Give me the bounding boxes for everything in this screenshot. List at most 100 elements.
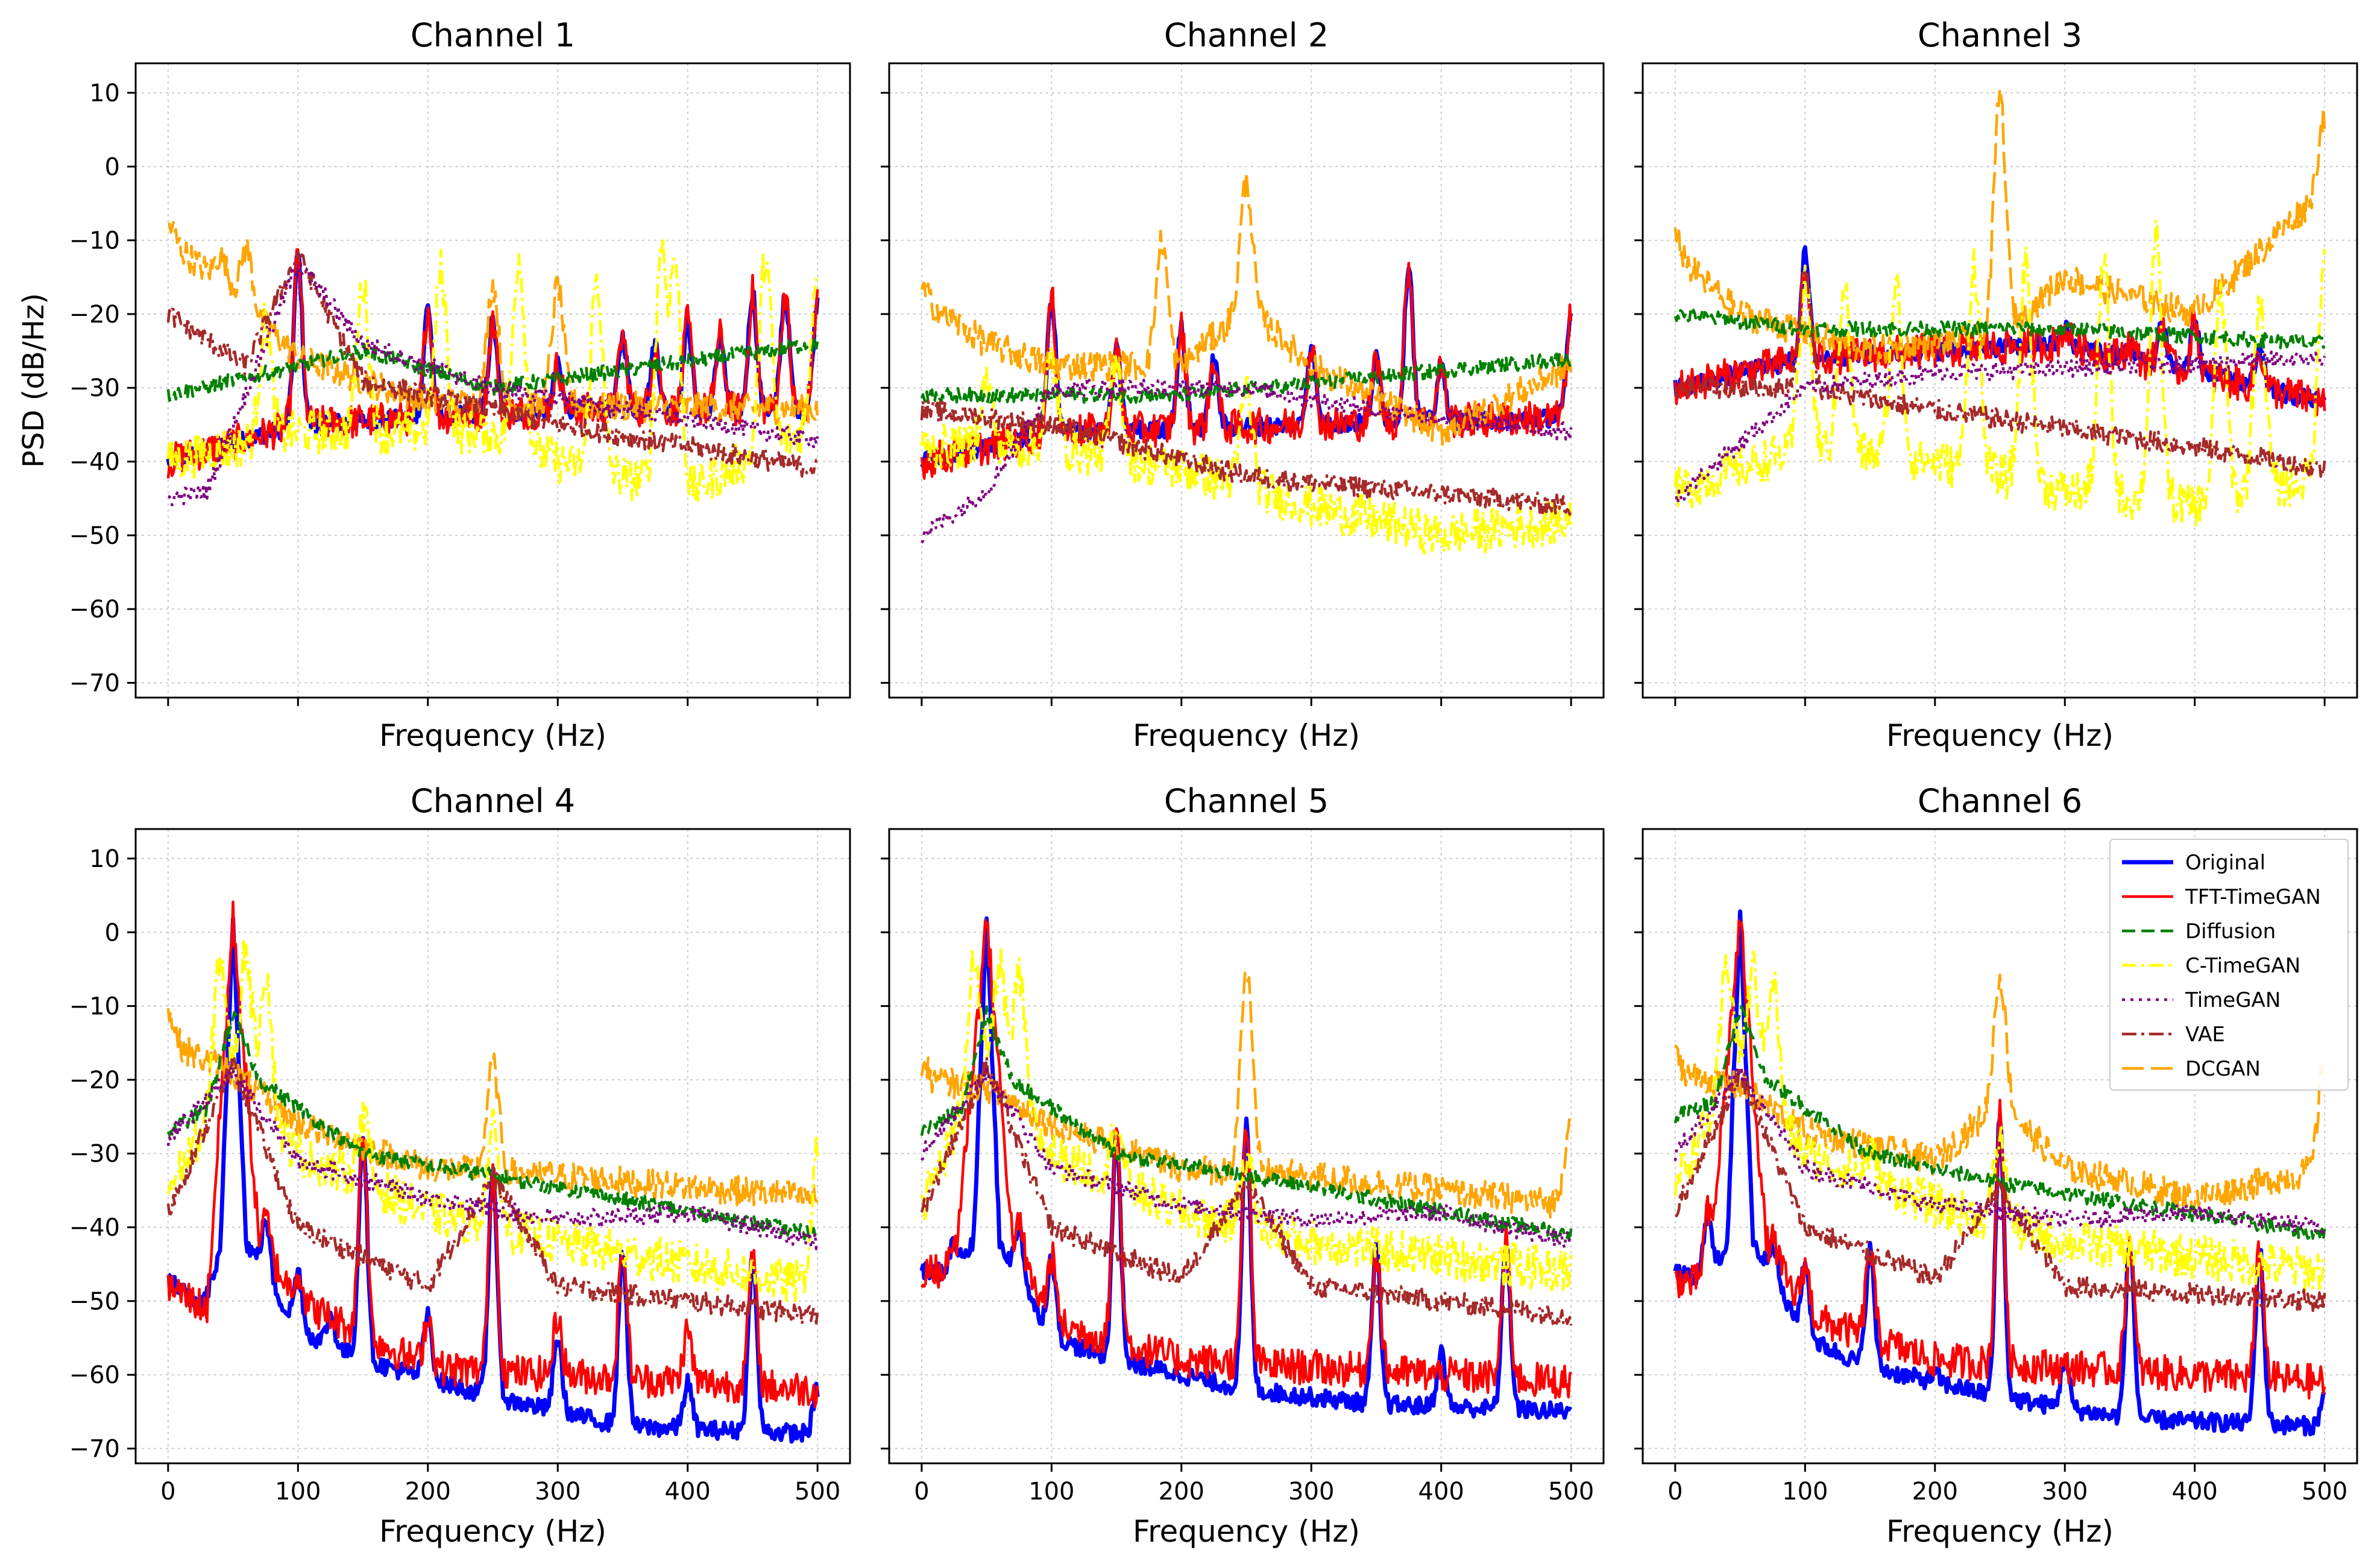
series-line-vae <box>920 1056 1573 1326</box>
legend-label: Diffusion <box>2185 919 2276 944</box>
y-tick-label: −70 <box>69 670 120 698</box>
x-tick-label: 0 <box>160 1478 175 1506</box>
panel-channel-2: Channel 2 Frequency (Hz) <box>881 16 1605 753</box>
x-tick-label: 300 <box>2042 1478 2088 1506</box>
x-tick-label: 100 <box>275 1478 321 1506</box>
x-tick-label: 500 <box>795 1478 840 1506</box>
x-axis-label: Frequency (Hz) <box>1133 718 1360 753</box>
y-tick-label: −40 <box>69 1214 120 1242</box>
series-line-vae <box>920 399 1573 516</box>
x-tick-label: 500 <box>1548 1478 1594 1506</box>
y-tick-label: −30 <box>69 374 120 402</box>
legend-frame <box>2109 839 2349 1091</box>
y-tick-label: 10 <box>89 845 120 873</box>
x-tick-label: 500 <box>2302 1478 2347 1506</box>
x-axis-label: Frequency (Hz) <box>379 718 606 753</box>
axes-frame <box>1642 828 2358 1465</box>
y-tick-label: −30 <box>69 1140 120 1168</box>
panel-title: Channel 3 <box>1918 16 2082 54</box>
x-tick-label: 0 <box>1667 1478 1683 1506</box>
y-tick-label: −20 <box>69 301 120 329</box>
series-line-dcgan <box>920 971 1572 1219</box>
x-axis-label: Frequency (Hz) <box>1886 718 2114 753</box>
x-tick-label: 200 <box>1159 1478 1204 1506</box>
series-line-dcgan <box>1674 973 2326 1212</box>
legend-label: Original <box>2185 851 2265 875</box>
axes-frame <box>1642 62 2358 699</box>
series-line-vae <box>166 250 818 478</box>
panel-title: Channel 1 <box>411 16 575 54</box>
axes-frame <box>888 62 1605 699</box>
series-line-tft-timegan <box>166 900 819 1408</box>
x-tick-label: 200 <box>405 1478 451 1506</box>
series-line-tft-timegan <box>920 918 1573 1399</box>
series-line-tft-timegan <box>1673 270 2326 417</box>
x-tick-label: 100 <box>1782 1478 1828 1506</box>
legend-label: DCGAN <box>2185 1057 2261 1081</box>
y-tick-label: −60 <box>69 596 120 623</box>
series-line-c-timegan <box>920 345 1573 555</box>
panel-title: Channel 2 <box>1164 16 1329 54</box>
x-axis-label: Frequency (Hz) <box>1133 1514 1360 1549</box>
x-tick-label: 300 <box>1288 1478 1334 1506</box>
series-line-vae <box>1673 271 2326 478</box>
x-tick-label: 400 <box>2172 1478 2218 1506</box>
series-line-c-timegan <box>1673 219 2326 529</box>
y-tick-label: −10 <box>69 227 120 255</box>
series-line-vae <box>166 1057 819 1326</box>
y-tick-label: −10 <box>69 993 120 1021</box>
series-line-timegan <box>920 1068 1572 1249</box>
legend: Original TFT-TimeGAN Diffusion C-TimeGAN Tim… <box>2109 839 2349 1091</box>
x-tick-label: 0 <box>914 1478 929 1506</box>
x-tick-label: 400 <box>665 1478 711 1506</box>
x-tick-label: 200 <box>1912 1478 1958 1506</box>
y-tick-label: 0 <box>105 919 120 947</box>
series-line-tft-timegan <box>1673 919 2326 1400</box>
series-line-timegan <box>921 377 1573 544</box>
x-axis-label: Frequency (Hz) <box>1886 1514 2114 1549</box>
panel-title: Channel 5 <box>1164 782 1329 820</box>
series-line-c-timegan <box>166 236 819 502</box>
series-line-timegan <box>166 1065 819 1250</box>
panel-channel-6: 0 100 200 300 400 500 Channel 6 Frequency (Hz) <box>1634 782 2358 1549</box>
x-axis-label: Frequency (Hz) <box>379 1514 606 1549</box>
panel-channel-3: Channel 3 Frequency (Hz) <box>1634 16 2358 753</box>
axes-frame <box>134 62 851 699</box>
series-line-timegan <box>1675 350 2326 505</box>
y-tick-label: 10 <box>89 80 120 107</box>
legend-label: VAE <box>2185 1023 2225 1047</box>
panel-title: Channel 6 <box>1918 782 2082 820</box>
y-axis-label: PSD (dB/Hz) <box>17 293 51 468</box>
x-tick-label: 300 <box>535 1478 581 1506</box>
x-tick-label: 400 <box>1418 1478 1464 1506</box>
series-line-dcgan <box>166 1008 819 1206</box>
series-line-diffusion <box>920 352 1573 404</box>
series-line-diffusion <box>920 1005 1573 1243</box>
series-line-timegan <box>168 263 819 506</box>
y-tick-label: −60 <box>69 1361 120 1389</box>
series-line-c-timegan <box>166 940 819 1303</box>
x-tick-label: 100 <box>1028 1478 1074 1506</box>
y-tick-label: −70 <box>69 1436 120 1463</box>
series-line-original <box>919 916 1573 1420</box>
y-tick-label: −20 <box>69 1067 120 1094</box>
legend-label: TFT-TimeGAN <box>2185 885 2321 909</box>
panel-channel-5: 0 100 200 300 400 500 Channel 5 Frequency (Hz) <box>881 782 1605 1549</box>
y-tick-label: −40 <box>69 449 120 476</box>
series-line-diffusion <box>1673 307 2326 350</box>
axes-frame <box>134 828 851 1465</box>
series-line-diffusion <box>166 1011 819 1241</box>
series-line-tft-timegan <box>920 262 1573 480</box>
y-tick-label: 0 <box>105 153 120 181</box>
panel-title: Channel 4 <box>411 782 575 820</box>
axes-frame <box>888 828 1605 1465</box>
y-tick-label: −50 <box>69 1288 120 1316</box>
panel-channel-1: 10 0 −10 −20 −30 −40 −50 −60 −70 Channel 1 Frequen… <box>69 16 851 753</box>
legend-label: C-TimeGAN <box>2185 954 2300 978</box>
y-tick-label: −50 <box>69 522 120 550</box>
series-line-timegan <box>1673 1066 2326 1236</box>
panel-channel-4: 0 100 200 300 400 500100−10−20−30−40−50−60−70… <box>69 782 851 1549</box>
series-line-c-timegan <box>1673 950 2326 1293</box>
